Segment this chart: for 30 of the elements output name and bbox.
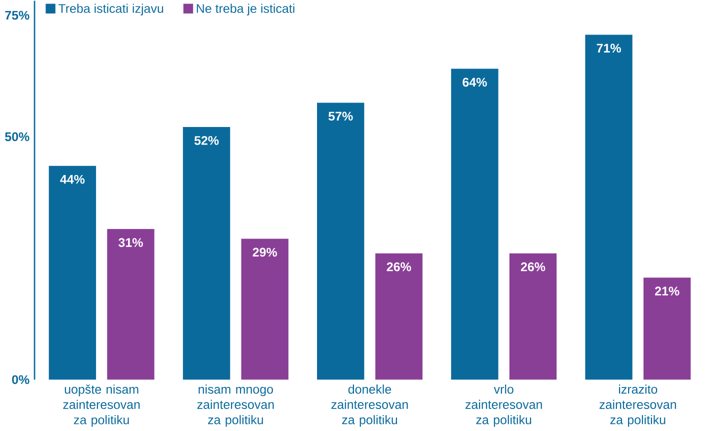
data-label: 29% (252, 248, 277, 256)
bar (644, 277, 691, 380)
data-label: 31% (118, 238, 143, 247)
bar (48, 166, 96, 380)
data-label: 44% (60, 174, 85, 184)
bar (585, 34, 632, 380)
x-tick-label: nisam mnogo zainteresovan za politiku (197, 384, 274, 427)
data-label: 57% (328, 112, 353, 120)
bar (241, 238, 288, 380)
legend-label: Ne treba je isticati (196, 4, 294, 16)
data-label: 71% (596, 44, 621, 52)
data-label: 21% (655, 286, 680, 296)
x-tick-label: uopšte nisam zainteresovan za politiku (63, 384, 140, 427)
y-tick-label: 0% (12, 375, 30, 384)
x-tick-label: vrlo zainteresovan za politiku (465, 384, 542, 427)
bar (182, 126, 230, 380)
bar (451, 68, 498, 380)
bar (375, 253, 423, 380)
data-label: 64% (462, 78, 487, 86)
bar (509, 253, 557, 380)
y-tick-label: 75% (5, 10, 30, 20)
bar (317, 102, 364, 380)
x-tick-label: donekle zainteresovan za politiku (331, 384, 408, 427)
x-tick-label: izrazito zainteresovan za politiku (600, 384, 676, 427)
bar (107, 228, 154, 380)
y-tick-label: 50% (5, 132, 30, 141)
legend-label: Treba isticati izjavu (58, 4, 164, 16)
data-label: 26% (386, 262, 412, 272)
data-label: 52% (194, 136, 219, 145)
data-label: 26% (520, 262, 546, 272)
